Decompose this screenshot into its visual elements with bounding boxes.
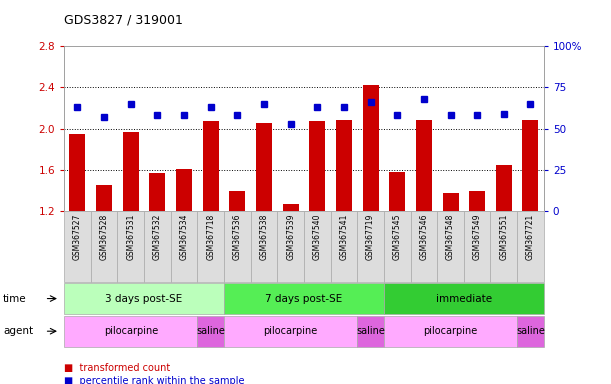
Bar <box>64 283 224 314</box>
Text: GDS3827 / 319001: GDS3827 / 319001 <box>64 14 183 27</box>
Text: GSM367551: GSM367551 <box>499 214 508 260</box>
Text: GSM367531: GSM367531 <box>126 214 135 260</box>
Bar <box>469 190 485 211</box>
Bar <box>522 120 538 211</box>
Text: GSM367540: GSM367540 <box>313 214 322 260</box>
Bar <box>411 211 437 282</box>
Text: GSM367541: GSM367541 <box>340 214 348 260</box>
Text: GSM367545: GSM367545 <box>393 214 402 260</box>
Bar <box>304 211 331 282</box>
Bar <box>277 211 304 282</box>
Bar <box>496 165 512 211</box>
Bar <box>384 316 517 347</box>
Text: time: time <box>3 293 27 304</box>
Bar <box>197 316 224 347</box>
Text: GSM367719: GSM367719 <box>366 214 375 260</box>
Bar <box>336 120 352 211</box>
Bar <box>64 211 91 282</box>
Text: GSM367549: GSM367549 <box>473 214 481 260</box>
Bar <box>283 204 299 211</box>
Bar <box>437 211 464 282</box>
Bar <box>517 211 544 282</box>
Text: ■  transformed count: ■ transformed count <box>64 363 170 373</box>
Text: saline: saline <box>356 326 385 336</box>
Bar <box>176 169 192 211</box>
Bar <box>384 283 544 314</box>
Text: GSM367534: GSM367534 <box>180 214 189 260</box>
Text: GSM367539: GSM367539 <box>286 214 295 260</box>
Text: GSM367721: GSM367721 <box>526 214 535 260</box>
Bar <box>117 211 144 282</box>
Bar <box>64 316 197 347</box>
Bar <box>389 172 405 211</box>
Bar <box>517 316 544 347</box>
Bar <box>224 283 384 314</box>
Bar <box>309 121 325 211</box>
Text: GSM367548: GSM367548 <box>446 214 455 260</box>
Text: saline: saline <box>196 326 225 336</box>
Text: GSM367528: GSM367528 <box>100 214 109 260</box>
Bar <box>150 173 166 211</box>
Bar <box>170 211 197 282</box>
Text: GSM367527: GSM367527 <box>73 214 82 260</box>
Text: 7 days post-SE: 7 days post-SE <box>265 293 343 304</box>
Bar <box>96 185 112 211</box>
Text: GSM367718: GSM367718 <box>206 214 215 260</box>
Bar <box>442 193 458 211</box>
Bar <box>256 124 272 211</box>
Bar <box>144 211 170 282</box>
Bar <box>123 132 139 211</box>
Bar <box>229 190 246 211</box>
Bar <box>70 134 86 211</box>
Text: GSM367538: GSM367538 <box>260 214 268 260</box>
Text: GSM367546: GSM367546 <box>419 214 428 260</box>
Bar <box>384 211 411 282</box>
Bar <box>224 316 357 347</box>
Text: GSM367536: GSM367536 <box>233 214 242 260</box>
Text: pilocarpine: pilocarpine <box>423 326 478 336</box>
Text: 3 days post-SE: 3 days post-SE <box>106 293 183 304</box>
Bar <box>357 211 384 282</box>
Text: agent: agent <box>3 326 33 336</box>
Bar <box>362 85 379 211</box>
Text: immediate: immediate <box>436 293 492 304</box>
Text: saline: saline <box>516 326 545 336</box>
Text: pilocarpine: pilocarpine <box>104 326 158 336</box>
Text: ■  percentile rank within the sample: ■ percentile rank within the sample <box>64 376 244 384</box>
Bar <box>357 316 384 347</box>
Text: pilocarpine: pilocarpine <box>263 326 318 336</box>
Bar <box>491 211 517 282</box>
Bar <box>203 121 219 211</box>
Bar <box>416 120 432 211</box>
Bar <box>331 211 357 282</box>
Bar <box>91 211 117 282</box>
Bar <box>251 211 277 282</box>
Text: GSM367532: GSM367532 <box>153 214 162 260</box>
Bar <box>464 211 491 282</box>
Bar <box>224 211 251 282</box>
Bar <box>197 211 224 282</box>
